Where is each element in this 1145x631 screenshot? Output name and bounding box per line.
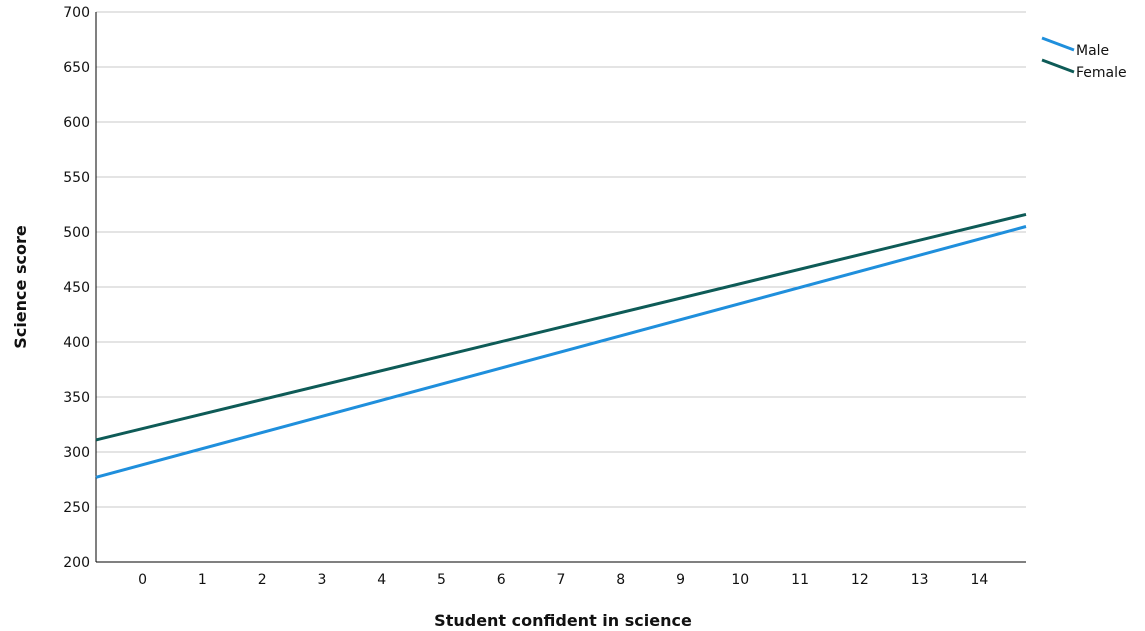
x-tick-label-14: 14 <box>970 572 988 588</box>
x-tick-label-11: 11 <box>791 572 809 588</box>
x-tick-label-7: 7 <box>557 572 566 588</box>
y-tick-label-550: 550 <box>63 170 90 186</box>
x-axis-title: Student confident in science <box>434 611 692 630</box>
x-tick-label-5: 5 <box>437 572 446 588</box>
axis-layer <box>95 12 1026 563</box>
legend-swatch-male <box>1041 36 1075 52</box>
series-layer <box>95 212 1027 479</box>
x-tick-label-2: 2 <box>258 572 267 588</box>
y-tick-label-500: 500 <box>63 225 90 241</box>
legend-label-female: Female <box>1076 65 1127 81</box>
y-tick-label-300: 300 <box>63 445 90 461</box>
legend-swatch-female <box>1041 58 1075 74</box>
x-tick-label-3: 3 <box>317 572 326 588</box>
x-tick-label-12: 12 <box>851 572 869 588</box>
y-tick-label-600: 600 <box>63 115 90 131</box>
y-tick-label-200: 200 <box>63 555 90 571</box>
y-tick-label-650: 650 <box>63 60 90 76</box>
series-line-male <box>95 225 1027 479</box>
y-tick-label-350: 350 <box>63 390 90 406</box>
x-tick-label-4: 4 <box>377 572 386 588</box>
x-tick-label-10: 10 <box>731 572 749 588</box>
y-tick-label-400: 400 <box>63 335 90 351</box>
legend-label-male: Male <box>1076 43 1109 59</box>
y-tick-label-700: 700 <box>63 5 90 21</box>
grid-layer <box>96 11 1026 508</box>
series-line-female <box>95 212 1027 442</box>
x-tick-label-8: 8 <box>616 572 625 588</box>
x-tick-label-0: 0 <box>138 572 147 588</box>
y-axis-title: Science score <box>11 225 30 349</box>
y-tick-label-450: 450 <box>63 280 90 296</box>
legend-layer: Male Female <box>1041 36 1127 81</box>
y-tick-label-250: 250 <box>63 500 90 516</box>
x-tick-label-9: 9 <box>676 572 685 588</box>
x-tick-label-13: 13 <box>911 572 929 588</box>
x-tick-label-1: 1 <box>198 572 207 588</box>
x-tick-label-6: 6 <box>497 572 506 588</box>
